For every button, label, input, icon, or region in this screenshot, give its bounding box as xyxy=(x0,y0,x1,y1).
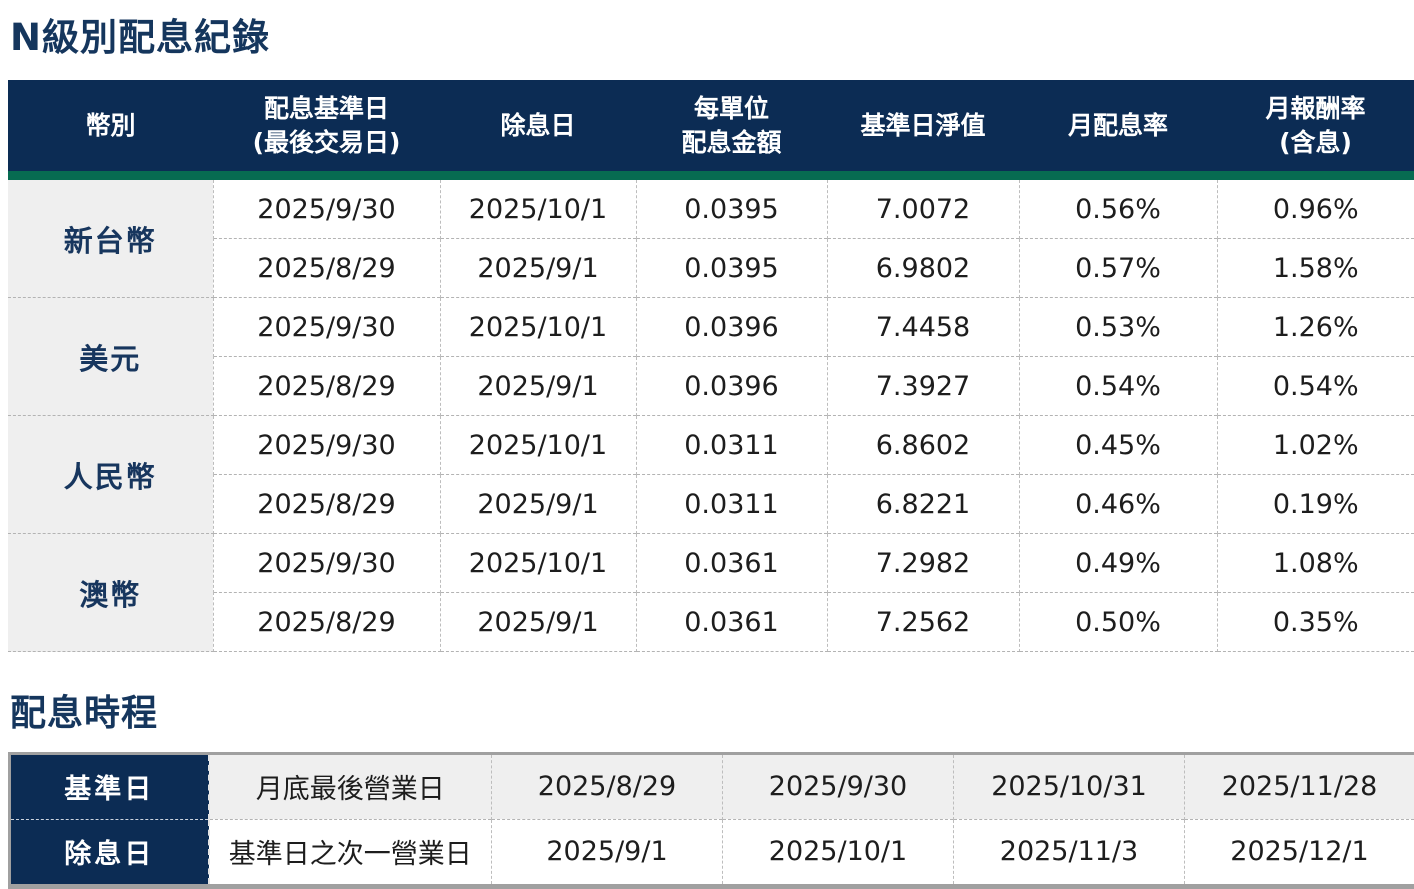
cell-ex-dividend-date: 2025/10/1 xyxy=(440,416,636,475)
cell-ex-dividend-date: 2025/10/1 xyxy=(440,180,636,239)
table-row-ntd-1: 新台幣 2025/9/30 2025/10/1 0.0395 7.0072 0.… xyxy=(8,180,1414,239)
schedule-date: 2025/9/1 xyxy=(492,819,723,886)
cell-nav: 7.2562 xyxy=(827,593,1019,652)
cell-monthly-return: 1.26% xyxy=(1217,298,1414,357)
cell-nav: 7.0072 xyxy=(827,180,1019,239)
cell-dividend-per-unit: 0.0395 xyxy=(636,180,827,239)
schedule-date: 2025/9/30 xyxy=(723,753,954,819)
schedule-row-record-date: 基準日 月底最後營業日 2025/8/29 2025/9/30 2025/10/… xyxy=(10,753,1414,819)
col-header-currency: 幣別 xyxy=(8,80,213,171)
table-row-usd-2: 2025/8/29 2025/9/1 0.0396 7.3927 0.54% 0… xyxy=(8,357,1414,416)
cell-nav: 6.8221 xyxy=(827,475,1019,534)
cell-monthly-yield: 0.46% xyxy=(1019,475,1217,534)
schedule-date: 2025/8/29 xyxy=(492,753,723,819)
cell-record-date: 2025/9/30 xyxy=(213,534,440,593)
table-row-cny-1: 人民幣 2025/9/30 2025/10/1 0.0311 6.8602 0.… xyxy=(8,416,1414,475)
currency-cell-usd: 美元 xyxy=(8,298,213,416)
col-header-monthly-yield: 月配息率 xyxy=(1019,80,1217,171)
col-header-monthly-return: 月報酬率 (含息) xyxy=(1217,80,1414,171)
schedule-label-record-date: 基準日 xyxy=(10,753,209,819)
schedule-date: 2025/11/28 xyxy=(1185,753,1414,819)
cell-ex-dividend-date: 2025/9/1 xyxy=(440,357,636,416)
cell-dividend-per-unit: 0.0396 xyxy=(636,357,827,416)
schedule-date: 2025/10/31 xyxy=(954,753,1185,819)
cell-monthly-yield: 0.50% xyxy=(1019,593,1217,652)
cell-record-date: 2025/8/29 xyxy=(213,593,440,652)
cell-monthly-return: 1.58% xyxy=(1217,239,1414,298)
header-accent-bar xyxy=(8,171,1414,180)
cell-dividend-per-unit: 0.0395 xyxy=(636,239,827,298)
schedule-date: 2025/10/1 xyxy=(723,819,954,886)
cell-record-date: 2025/9/30 xyxy=(213,298,440,357)
table-row-ntd-2: 2025/8/29 2025/9/1 0.0395 6.9802 0.57% 1… xyxy=(8,239,1414,298)
cell-dividend-per-unit: 0.0361 xyxy=(636,534,827,593)
currency-cell-cny: 人民幣 xyxy=(8,416,213,534)
table-row-cny-2: 2025/8/29 2025/9/1 0.0311 6.8221 0.46% 0… xyxy=(8,475,1414,534)
col-header-record-date: 配息基準日 (最後交易日) xyxy=(213,80,440,171)
cell-dividend-per-unit: 0.0396 xyxy=(636,298,827,357)
cell-monthly-return: 0.96% xyxy=(1217,180,1414,239)
schedule-row-ex-dividend-date: 除息日 基準日之次一營業日 2025/9/1 2025/10/1 2025/11… xyxy=(10,819,1414,886)
cell-monthly-return: 1.08% xyxy=(1217,534,1414,593)
cell-monthly-return: 0.54% xyxy=(1217,357,1414,416)
cell-nav: 6.9802 xyxy=(827,239,1019,298)
cell-record-date: 2025/9/30 xyxy=(213,180,440,239)
cell-nav: 7.3927 xyxy=(827,357,1019,416)
cell-monthly-yield: 0.49% xyxy=(1019,534,1217,593)
schedule-date: 2025/12/1 xyxy=(1185,819,1414,886)
cell-monthly-yield: 0.54% xyxy=(1019,357,1217,416)
cell-monthly-return: 0.35% xyxy=(1217,593,1414,652)
cell-nav: 7.2982 xyxy=(827,534,1019,593)
table-row-aud-2: 2025/8/29 2025/9/1 0.0361 7.2562 0.50% 0… xyxy=(8,593,1414,652)
cell-monthly-yield: 0.53% xyxy=(1019,298,1217,357)
cell-nav: 7.4458 xyxy=(827,298,1019,357)
cell-record-date: 2025/8/29 xyxy=(213,475,440,534)
schedule-desc-record-date: 月底最後營業日 xyxy=(209,753,492,819)
page-title-schedule: 配息時程 xyxy=(10,692,1414,735)
currency-cell-aud: 澳幣 xyxy=(8,534,213,652)
cell-nav: 6.8602 xyxy=(827,416,1019,475)
cell-dividend-per-unit: 0.0361 xyxy=(636,593,827,652)
cell-ex-dividend-date: 2025/9/1 xyxy=(440,475,636,534)
cell-monthly-return: 1.02% xyxy=(1217,416,1414,475)
cell-dividend-per-unit: 0.0311 xyxy=(636,475,827,534)
schedule-date: 2025/11/3 xyxy=(954,819,1185,886)
schedule-table: 基準日 月底最後營業日 2025/8/29 2025/9/30 2025/10/… xyxy=(8,752,1414,889)
cell-monthly-yield: 0.45% xyxy=(1019,416,1217,475)
dividend-table-header-row: 幣別 配息基準日 (最後交易日) 除息日 每單位 配息金額 基準日淨值 月配息率… xyxy=(8,80,1414,171)
cell-dividend-per-unit: 0.0311 xyxy=(636,416,827,475)
col-header-dividend-per-unit: 每單位 配息金額 xyxy=(636,80,827,171)
cell-record-date: 2025/9/30 xyxy=(213,416,440,475)
schedule-label-ex-dividend-date: 除息日 xyxy=(10,819,209,886)
cell-ex-dividend-date: 2025/10/1 xyxy=(440,534,636,593)
col-header-ex-dividend-date: 除息日 xyxy=(440,80,636,171)
dividend-record-table: 幣別 配息基準日 (最後交易日) 除息日 每單位 配息金額 基準日淨值 月配息率… xyxy=(8,80,1414,652)
cell-record-date: 2025/8/29 xyxy=(213,239,440,298)
cell-ex-dividend-date: 2025/9/1 xyxy=(440,593,636,652)
table-row-usd-1: 美元 2025/9/30 2025/10/1 0.0396 7.4458 0.5… xyxy=(8,298,1414,357)
schedule-desc-ex-dividend-date: 基準日之次一營業日 xyxy=(209,819,492,886)
col-header-nav-on-record-date: 基準日淨值 xyxy=(827,80,1019,171)
cell-monthly-yield: 0.57% xyxy=(1019,239,1217,298)
table-row-aud-1: 澳幣 2025/9/30 2025/10/1 0.0361 7.2982 0.4… xyxy=(8,534,1414,593)
cell-monthly-return: 0.19% xyxy=(1217,475,1414,534)
cell-record-date: 2025/8/29 xyxy=(213,357,440,416)
cell-monthly-yield: 0.56% xyxy=(1019,180,1217,239)
cell-ex-dividend-date: 2025/9/1 xyxy=(440,239,636,298)
currency-cell-ntd: 新台幣 xyxy=(8,180,213,298)
cell-ex-dividend-date: 2025/10/1 xyxy=(440,298,636,357)
page-title-dividend-record: N級別配息紀錄 xyxy=(10,16,1414,60)
